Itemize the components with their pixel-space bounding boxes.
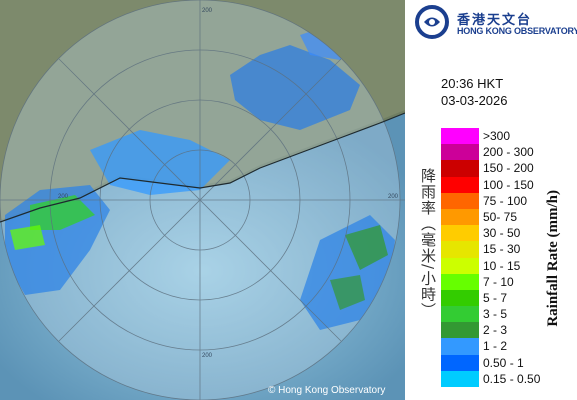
rain-echo-southeast-core xyxy=(345,225,388,270)
legend-label: 2 - 3 xyxy=(483,323,508,338)
legend-swatch xyxy=(441,241,479,258)
radar-date: 03-03-2026 xyxy=(441,93,508,108)
legend-row: 5 - 7 xyxy=(441,289,541,307)
legend-row: 15 - 30 xyxy=(441,241,541,258)
legend-row: 75 - 100 xyxy=(441,192,541,209)
legend-swatch xyxy=(441,322,479,339)
legend-label: 0.15 - 0.50 xyxy=(483,371,541,386)
legend-swatch xyxy=(441,160,479,177)
legend-swatch xyxy=(441,306,479,323)
sea-area xyxy=(0,113,405,400)
legend-row: 30 - 50 xyxy=(441,225,541,242)
rain-echo-west-core xyxy=(30,195,95,230)
info-panel: 香港天文台 HONG KONG OBSERVATORY 20:36 HKT 03… xyxy=(405,0,577,400)
legend-row: 0.50 - 1 xyxy=(441,354,541,371)
legend-swatch xyxy=(441,273,479,290)
legend-row: 0.15 - 0.50 xyxy=(441,370,541,387)
legend-label: 150 - 200 xyxy=(483,161,534,176)
hko-logo-icon xyxy=(415,5,449,39)
legend-swatch xyxy=(441,225,479,242)
legend-row: 150 - 200 xyxy=(441,160,541,177)
legend-label: 10 - 15 xyxy=(483,258,521,273)
copyright-credit: © Hong Kong Observatory xyxy=(268,385,385,396)
legend-row: 200 - 300 xyxy=(441,144,541,161)
range-ring-label: 200 xyxy=(58,194,69,200)
legend-label: 5 - 7 xyxy=(483,290,508,305)
range-rings xyxy=(0,0,405,400)
range-ring-label: 200 xyxy=(202,353,213,359)
legend-label: 0.50 - 1 xyxy=(483,355,524,370)
legend-swatch xyxy=(441,144,479,161)
brand-name-chinese: 香港天文台 xyxy=(457,13,533,28)
legend-label: 30 - 50 xyxy=(483,226,521,241)
legend-title-chinese: 降雨率（毫米/小時） xyxy=(419,168,437,319)
legend-swatch xyxy=(441,338,479,355)
legend-label: 75 - 100 xyxy=(483,193,528,208)
legend-label: 7 - 10 xyxy=(483,274,514,289)
brand-name-english: HONG KONG OBSERVATORY xyxy=(457,26,577,36)
rainfall-legend: >300 200 - 300 150 - 200 100 - 150 75 - 100 5… xyxy=(441,128,541,387)
legend-label: 15 - 30 xyxy=(483,242,521,257)
legend-label: 50- 75 xyxy=(483,209,518,224)
radar-time: 20:36 HKT xyxy=(441,76,504,91)
legend-swatch xyxy=(441,176,479,193)
legend-label: 1 - 2 xyxy=(483,339,508,354)
range-ring-label: 200 xyxy=(202,8,213,14)
legend-row: 3 - 5 xyxy=(441,306,541,323)
legend-row: 1 - 2 xyxy=(441,338,541,355)
legend-title-english: Rainfall Rate (mm/h) xyxy=(545,190,561,327)
legend-label: 100 - 150 xyxy=(483,177,534,192)
legend-row: 100 - 150 xyxy=(441,176,541,193)
rain-echo-island xyxy=(330,275,365,310)
coastline xyxy=(0,112,405,223)
legend-swatch xyxy=(441,192,479,209)
legend-row: 2 - 3 xyxy=(441,322,541,339)
legend-row: 10 - 15 xyxy=(441,257,541,274)
legend-row: 50- 75 xyxy=(441,208,541,226)
legend-label: >300 xyxy=(483,129,511,143)
legend-swatch xyxy=(441,370,479,387)
legend-label: 3 - 5 xyxy=(483,307,508,322)
hko-brand: 香港天文台 HONG KONG OBSERVATORY xyxy=(415,5,577,41)
legend-swatch xyxy=(441,289,479,307)
legend-row: >300 xyxy=(441,128,541,145)
legend-swatch xyxy=(441,354,479,371)
legend-row: 7 - 10 xyxy=(441,273,541,290)
legend-swatch xyxy=(441,208,479,226)
legend-label: 200 - 300 xyxy=(483,145,534,160)
legend-swatch xyxy=(441,128,479,145)
legend-swatch xyxy=(441,257,479,274)
radar-map: 200 200 200 200 © Hong Kong Observatory xyxy=(0,0,405,400)
rain-echo-west-core2 xyxy=(10,225,45,250)
rain-echo-north xyxy=(230,45,360,130)
range-ring-label: 200 xyxy=(388,194,399,200)
